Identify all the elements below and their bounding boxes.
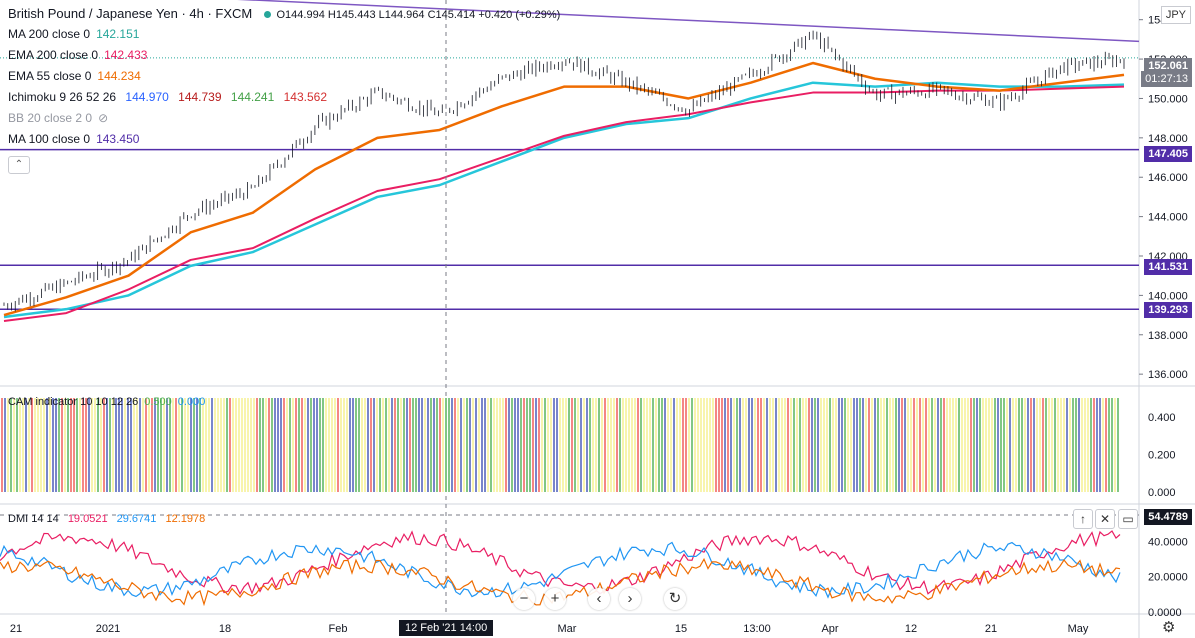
dmi-legend: DMI 14 14 19.0521 29.6741 12.1978 bbox=[8, 511, 211, 527]
indicator-ema200[interactable]: EMA 200 close 0 142.433 bbox=[8, 48, 148, 62]
dmi-plus-value: 19.0521 bbox=[67, 513, 108, 525]
series-line-2 bbox=[3, 85, 1125, 322]
move-pane-up-icon[interactable]: ↑ bbox=[1073, 509, 1093, 529]
cam-tick-label: 0.200 bbox=[1148, 449, 1176, 461]
gear-icon[interactable]: ⚙ bbox=[1162, 619, 1176, 636]
price-tick-label: 140.000 bbox=[1148, 290, 1188, 302]
status-dot-icon bbox=[263, 11, 271, 18]
last-price-tag: 152.061 bbox=[1144, 58, 1192, 74]
time-tick-label: 13:00 bbox=[743, 623, 771, 635]
time-tick-label: May bbox=[1068, 623, 1089, 635]
price-tick-label: 146.000 bbox=[1148, 172, 1188, 184]
time-tick-label: Apr bbox=[821, 623, 838, 635]
chart-header: British Pound / Japanese Yen · 4h · FXCM… bbox=[8, 6, 566, 23]
scroll-left-icon[interactable]: ‹ bbox=[588, 588, 610, 610]
reset-chart-icon[interactable]: ↻ bbox=[664, 588, 686, 610]
ohlc-values: O144.994 H145.443 L144.964 C145.414 +0.4… bbox=[276, 9, 561, 21]
dmi-tick-label: 0.0000 bbox=[1148, 607, 1182, 619]
indicator-ma200[interactable]: MA 200 close 0 142.151 bbox=[8, 27, 140, 41]
price-tick-label: 138.000 bbox=[1148, 330, 1188, 342]
zoom-out-icon[interactable]: − bbox=[513, 588, 535, 610]
indicator-bb[interactable]: BB 20 close 2 0 ⊘ bbox=[8, 111, 109, 125]
cam-value-2: 0.000 bbox=[177, 396, 206, 408]
cam-tick-label: 0.000 bbox=[1148, 487, 1176, 499]
currency-label[interactable]: JPY bbox=[1160, 6, 1191, 24]
level-tag-3: 139.293 bbox=[1144, 302, 1192, 318]
dmi-tick-label: 40.0000 bbox=[1148, 536, 1188, 548]
price-tick-label: 136.000 bbox=[1148, 369, 1188, 381]
dmi-line-1 bbox=[0, 530, 1121, 596]
dmi-label: DMI 14 14 bbox=[8, 513, 59, 525]
dmi-line-2 bbox=[0, 541, 1121, 599]
time-tick-label: 21 bbox=[985, 623, 997, 635]
price-tick-label: 148.000 bbox=[1148, 133, 1188, 145]
dmi-cursor-tag: 54.4789 bbox=[1144, 509, 1192, 525]
trend-line bbox=[237, 0, 1140, 43]
time-cursor-tag: 12 Feb '21 14:00 bbox=[399, 620, 494, 636]
zoom-in-icon[interactable]: + bbox=[544, 588, 566, 610]
time-tick-label: 12 bbox=[905, 623, 917, 635]
collapse-legend-button[interactable]: ⌃ bbox=[8, 156, 30, 174]
series-line-3 bbox=[3, 61, 1125, 317]
countdown-tag: 01:27:13 bbox=[1141, 71, 1192, 87]
price-tick-label: 150.000 bbox=[1148, 93, 1188, 105]
maximize-pane-icon[interactable]: ▭ bbox=[1118, 509, 1138, 529]
indicator-ichimoku[interactable]: Ichimoku 9 26 52 26 144.970 144.739 144.… bbox=[8, 90, 328, 104]
time-tick-label: 15 bbox=[675, 623, 687, 635]
cam-tick-label: 0.400 bbox=[1148, 412, 1176, 424]
scroll-right-icon[interactable]: › bbox=[619, 588, 641, 610]
series-line-1 bbox=[3, 81, 1125, 319]
time-tick-label: 2021 bbox=[96, 623, 120, 635]
dmi-tick-label: 20.0000 bbox=[1148, 572, 1188, 584]
cam-label: CAM indicator 10 10 12 26 bbox=[8, 396, 139, 408]
symbol-title[interactable]: British Pound / Japanese Yen · 4h · FXCM bbox=[8, 6, 253, 21]
dmi-minus-value: 29.6741 bbox=[116, 513, 157, 525]
time-tick-label: 21 bbox=[10, 623, 22, 635]
level-tag-1: 147.405 bbox=[1144, 146, 1192, 162]
dmi-adx-value: 12.1978 bbox=[165, 513, 206, 525]
price-tick-label: 144.000 bbox=[1148, 212, 1188, 224]
indicator-ema55[interactable]: EMA 55 close 0 144.234 bbox=[8, 69, 141, 83]
cam-value-1: 0.500 bbox=[144, 396, 172, 408]
level-tag-2: 141.531 bbox=[1144, 259, 1192, 275]
cam-legend: CAM indicator 10 10 12 26 0.500 0.000 bbox=[8, 394, 211, 410]
time-tick-label: 18 bbox=[219, 623, 231, 635]
hidden-eye-icon[interactable]: ⊘ bbox=[98, 111, 109, 125]
time-tick-label: Feb bbox=[329, 623, 348, 635]
indicator-legend: MA 200 close 0 142.151 EMA 200 close 0 142… bbox=[8, 26, 333, 147]
close-pane-icon[interactable]: ✕ bbox=[1095, 509, 1115, 529]
indicator-ma100[interactable]: MA 100 close 0 143.450 bbox=[8, 132, 140, 146]
time-tick-label: Mar bbox=[558, 623, 577, 635]
